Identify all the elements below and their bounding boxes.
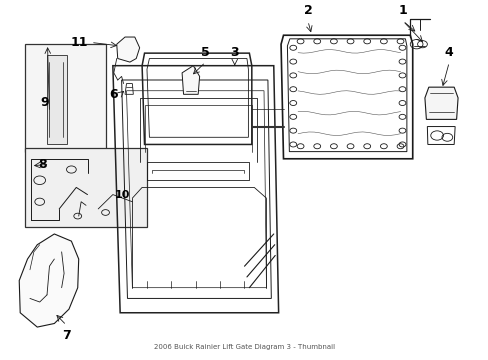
Text: 6: 6	[109, 88, 118, 101]
Text: 3: 3	[230, 45, 239, 59]
Bar	[25, 44, 105, 152]
Text: 7: 7	[62, 329, 71, 342]
Text: 5: 5	[201, 45, 209, 59]
Circle shape	[32, 278, 40, 283]
Polygon shape	[182, 66, 199, 94]
Bar	[25, 148, 147, 227]
Polygon shape	[19, 234, 79, 327]
Text: 4: 4	[444, 45, 453, 59]
Bar	[47, 55, 66, 144]
Text: 2006 Buick Rainier Lift Gate Diagram 3 - Thumbnail: 2006 Buick Rainier Lift Gate Diagram 3 -…	[154, 345, 334, 350]
Polygon shape	[117, 37, 140, 62]
Text: 11: 11	[71, 36, 88, 49]
Text: 1: 1	[398, 4, 407, 17]
Text: 9: 9	[40, 96, 49, 109]
Polygon shape	[424, 87, 457, 120]
Text: 2: 2	[303, 4, 312, 17]
Text: 10: 10	[115, 190, 130, 199]
Text: 8: 8	[39, 158, 47, 171]
